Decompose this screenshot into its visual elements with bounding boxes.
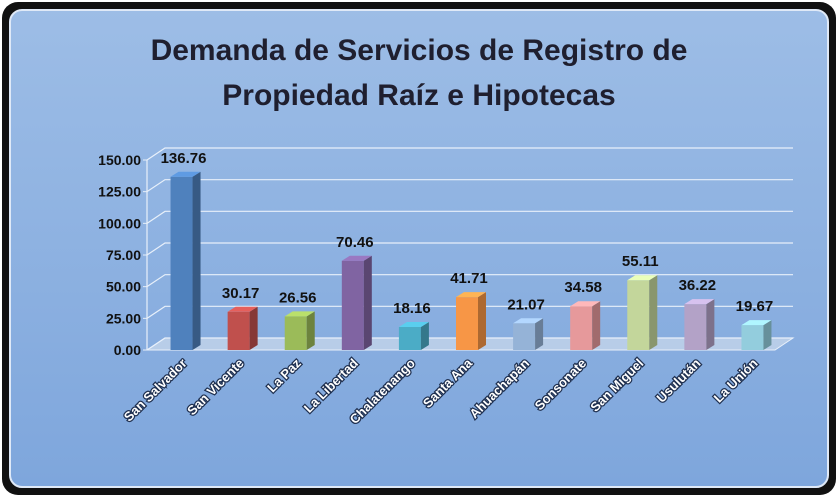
bar-side — [763, 320, 772, 350]
bar — [341, 260, 364, 350]
y-tick-label: 25.00 — [106, 310, 141, 326]
bar-side — [420, 321, 429, 350]
bar — [456, 297, 478, 350]
bar-top — [398, 321, 429, 327]
bar-side — [363, 255, 372, 350]
grid-line — [146, 179, 793, 193]
bar-side — [249, 306, 258, 350]
y-tick-label: 0.00 — [114, 342, 141, 358]
bar-side — [592, 301, 601, 350]
bar — [741, 325, 764, 350]
bar — [284, 316, 307, 350]
bar-top — [684, 299, 715, 305]
bar — [398, 326, 421, 350]
bar — [513, 323, 536, 350]
bar — [227, 311, 250, 350]
y-tick-label: 50.00 — [106, 279, 141, 295]
bar-top — [456, 292, 486, 298]
chart-title: Demanda de Servicios de Registro de Prop… — [150, 34, 688, 112]
chart-background — [9, 9, 829, 488]
value-label: 34.58 — [564, 279, 602, 296]
bar-side — [706, 299, 715, 350]
bar-side — [478, 292, 486, 350]
bar-side — [535, 318, 544, 350]
bar — [170, 176, 193, 350]
y-tick-label: 75.00 — [106, 247, 141, 263]
bar-side — [306, 311, 315, 350]
y-tick-label: 125.00 — [98, 184, 141, 200]
value-label: 70.46 — [336, 234, 374, 251]
value-label: 18.16 — [393, 300, 431, 317]
bar — [684, 304, 707, 350]
grid-line — [146, 242, 793, 256]
bar-top — [341, 255, 372, 261]
value-label: 26.56 — [279, 289, 317, 306]
value-label: 21.07 — [507, 296, 545, 313]
grid-line — [146, 274, 793, 288]
value-label: 41.71 — [450, 270, 488, 287]
bar-side — [192, 171, 201, 350]
value-label: 136.76 — [161, 150, 207, 167]
bar — [570, 306, 593, 350]
bar-top — [284, 311, 315, 317]
bar-top — [741, 320, 772, 326]
bar-top — [627, 275, 658, 281]
value-label: 30.17 — [222, 285, 260, 302]
bar — [627, 280, 650, 350]
bar-top — [513, 318, 544, 324]
grid-line — [146, 210, 793, 224]
value-label: 36.22 — [679, 277, 717, 294]
value-label: 55.11 — [622, 253, 659, 270]
bar-top — [170, 171, 201, 177]
bar-top — [227, 306, 258, 312]
y-tick-label: 150.00 — [98, 152, 141, 168]
bar-top — [570, 301, 601, 307]
value-label: 19.67 — [736, 298, 774, 315]
bar-side — [649, 275, 658, 350]
grid-line — [146, 147, 793, 161]
y-tick-label: 100.00 — [98, 215, 141, 231]
